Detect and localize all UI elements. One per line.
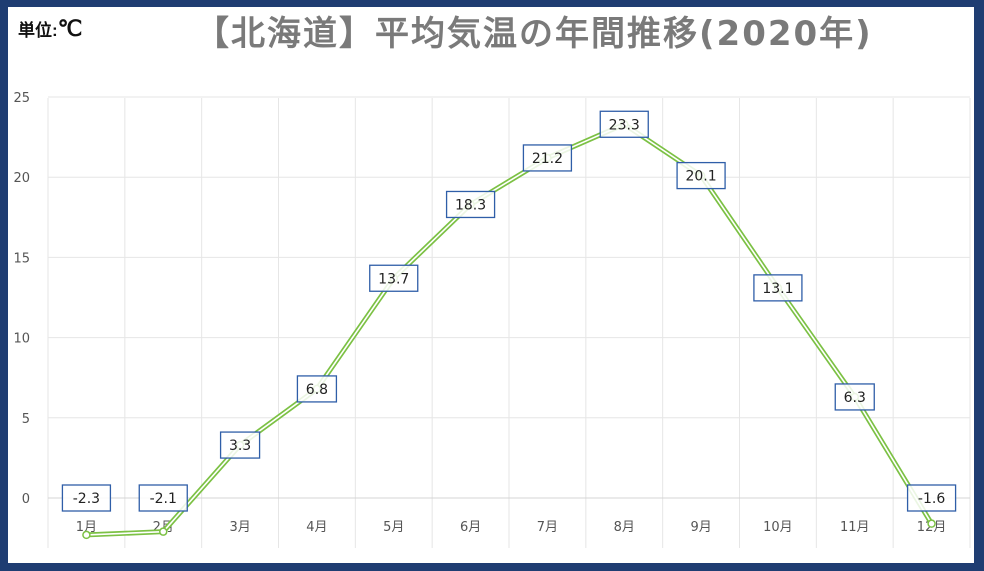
data-label-box (522, 144, 573, 172)
data-label: 3.3 (229, 438, 251, 454)
data-label: 18.3 (455, 197, 486, 213)
x-tick-label: 9月 (690, 520, 711, 535)
x-tick-label: 3月 (229, 520, 250, 535)
data-label: -1.6 (918, 491, 945, 507)
y-tick-label: 0 (22, 492, 30, 507)
y-tick-label: 15 (13, 251, 30, 266)
y-tick-label: 20 (13, 171, 30, 186)
data-label: 23.3 (609, 117, 640, 133)
data-point (82, 530, 91, 540)
x-tick-label: 11月 (840, 520, 870, 535)
data-point (159, 527, 168, 536)
data-label-box (61, 484, 112, 512)
x-tick-label: 1月 (76, 520, 97, 535)
data-label-box (753, 274, 803, 302)
x-tick-label: 6月 (460, 520, 481, 535)
data-label: 6.3 (844, 390, 866, 406)
data-label: -2.3 (73, 491, 100, 507)
data-label-box (676, 161, 726, 190)
unit-symbol: ℃ (57, 16, 83, 41)
x-tick-label: 8月 (614, 520, 635, 535)
chart-frame (8, 7, 974, 563)
x-tick-label: 5月 (383, 520, 404, 535)
x-tick-label: 10月 (763, 520, 793, 535)
y-tick-label: 10 (13, 332, 30, 347)
data-point (927, 519, 936, 528)
data-label-box (445, 190, 496, 219)
unit-label: 単位:℃ (18, 16, 82, 42)
y-tick-label: 5 (22, 412, 30, 427)
data-label-box (369, 264, 419, 292)
data-label: 20.1 (685, 169, 716, 185)
data-label-box (138, 484, 188, 512)
data-label-box (219, 431, 261, 459)
series-line-inner (86, 123, 933, 536)
y-tick-label: 25 (13, 91, 30, 106)
data-label-box (296, 375, 338, 403)
data-label: 13.1 (762, 281, 793, 297)
data-label: 6.8 (306, 382, 328, 398)
chart-title: 【北海道】平均気温の年間推移(2020年) (195, 14, 873, 54)
x-tick-label: 4月 (306, 520, 327, 535)
data-label: -2.1 (150, 491, 177, 507)
data-label-box (834, 383, 875, 411)
x-tick-label: 7月 (537, 520, 558, 535)
data-label-box (906, 484, 957, 512)
data-label: 21.2 (532, 151, 563, 167)
data-label-box (599, 110, 649, 138)
data-label: 13.7 (378, 271, 409, 287)
unit-prefix: 単位: (18, 21, 58, 40)
